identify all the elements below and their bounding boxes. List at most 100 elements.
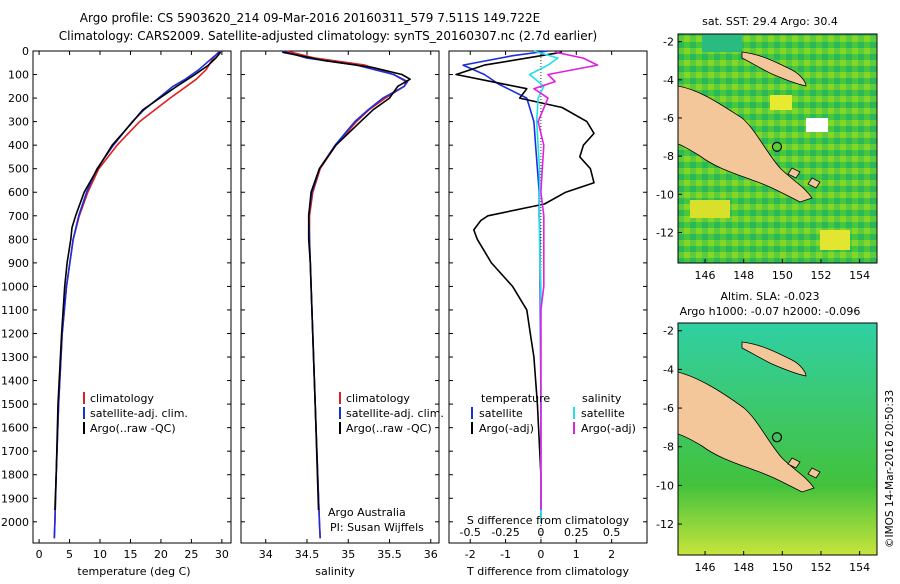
y-tick-label: 1700 (1, 445, 29, 458)
x-tick-label: -2 (465, 548, 476, 561)
x-tick-label: 0 (537, 548, 544, 561)
series-line-climatology (286, 50, 407, 539)
figure-title-line1: Argo profile: CS 5903620_214 09-Mar-2016… (80, 11, 540, 25)
map-y-tick-label: -10 (656, 479, 674, 492)
x2-tick-label: 0.5 (603, 526, 621, 539)
islands-land (787, 167, 821, 189)
map-x-tick-label: 150 (772, 269, 793, 282)
y-tick-label: 1900 (1, 492, 29, 505)
y-tick-label: 0 (22, 45, 29, 58)
sla-map: 146 148 150 152 154 -2 -4 -6 -8 -10 -12 (656, 322, 878, 574)
new-guinea-land (678, 85, 813, 203)
y-tick-label: 600 (8, 186, 29, 199)
y-tick-label: 200 (8, 92, 29, 105)
sla-map-title-line1: Altim. SLA: -0.023 (720, 290, 819, 303)
temperature-plot: 0100200300400500600700800900100011001200… (1, 45, 231, 561)
map-x-tick-label: 150 (772, 561, 793, 574)
map-y-tick-label: -12 (656, 518, 674, 531)
x-tick-label: 1 (573, 548, 580, 561)
y-tick-label: 1800 (1, 469, 29, 482)
x2-tick-label: 0.25 (564, 526, 589, 539)
map-x-tick-label: 146 (695, 561, 716, 574)
legend-title-salinity: salinity (582, 392, 622, 405)
y-tick-label: 1400 (1, 375, 29, 388)
map-y-tick-label: -8 (663, 441, 674, 454)
x-tick-label: 2 (608, 548, 615, 561)
y-tick-label: 900 (8, 257, 29, 270)
map-y-tick-label: -8 (663, 150, 674, 163)
map-y-tick-label: -6 (663, 112, 674, 125)
sst-map-ticks: 146 148 150 152 154 -2 -4 -6 -8 -10 -12 (656, 36, 870, 282)
difference-x2-title: S difference from climatology (467, 514, 630, 527)
map-y-tick-label: -10 (656, 188, 674, 201)
map-x-tick-label: 154 (849, 561, 870, 574)
x-tick-label: 35 (341, 548, 355, 561)
map-y-tick-label: -4 (663, 363, 674, 376)
sst-cool-patch (702, 34, 742, 52)
y-tick-label: 1000 (1, 280, 29, 293)
y-tick-label: 800 (8, 233, 29, 246)
x-tick-label: 25 (184, 548, 198, 561)
difference-panel-frame (448, 50, 648, 544)
sst-missing-patch (806, 118, 828, 132)
legend-label-sal-argo: Argo(-adj) (581, 422, 636, 435)
legend-label-satellite: satellite-adj. clim. (346, 407, 444, 420)
y-tick-label: 1500 (1, 398, 29, 411)
map-y-tick-label: -2 (663, 36, 674, 49)
y-tick-label: 300 (8, 116, 29, 129)
y-tick-label: 1600 (1, 422, 29, 435)
legend-label-climatology: climatology (346, 392, 410, 405)
argo-float-marker (771, 432, 783, 443)
series-line-argo-raw-qc- (54, 51, 222, 511)
map-y-tick-label: -4 (663, 74, 674, 87)
x-tick-label: 5 (66, 548, 73, 561)
figure-title-line2: Climatology: CARS2009. Satellite-adjuste… (59, 29, 597, 43)
legend-label-argo: Argo(..raw -QC) (346, 422, 432, 435)
series-line-argo-raw-qc- (282, 51, 411, 511)
series-line-salinity-argo-adj- (533, 51, 599, 510)
x-tick-label: 10 (93, 548, 107, 561)
legend-label-temp-satellite: satellite (479, 407, 523, 420)
legend-label-sal-satellite: satellite (581, 407, 625, 420)
x-tick-label: 34 (259, 548, 273, 561)
legend-title-temperature: temperature (481, 392, 550, 405)
y-tick-label: 1100 (1, 304, 29, 317)
salinity-plot: 34 34.5 35 35.5 36 (241, 50, 439, 561)
x-tick-label: 20 (154, 548, 168, 561)
salinity-axis-title: salinity (315, 565, 355, 578)
legend-label-climatology: climatology (90, 392, 154, 405)
x-tick-label: 34.5 (295, 548, 320, 561)
sst-map: 146 148 150 152 154 -2 -4 -6 -8 -10 -12 (656, 33, 878, 282)
sla-map-ticks: 146 148 150 152 154 -2 -4 -6 -8 -10 -12 (656, 325, 870, 574)
temperature-panel-frame (32, 50, 232, 544)
series-line-temperature-satellite (462, 50, 549, 522)
sst-map-frame (677, 33, 878, 264)
salinity-panel-frame (240, 50, 440, 544)
x2-tick-label: 0 (537, 526, 544, 539)
series-line-temperature-argo-adj- (455, 51, 595, 510)
temperature-axis-title: temperature (deg C) (77, 565, 190, 578)
map-y-tick-label: -6 (663, 402, 674, 415)
x-tick-label: -1 (500, 548, 511, 561)
series-line-climatology (53, 50, 221, 539)
y-tick-label: 1300 (1, 351, 29, 364)
x-tick-label: 0 (36, 548, 43, 561)
legend-label-argo: Argo(..raw -QC) (90, 422, 176, 435)
sst-warm-patch (690, 200, 730, 218)
x-tick-label: 35.5 (377, 548, 402, 561)
x-tick-label: 36 (424, 548, 438, 561)
map-x-tick-label: 152 (810, 269, 831, 282)
x-tick-label: 15 (123, 548, 137, 561)
y-tick-label: 1200 (1, 327, 29, 340)
legend-label-temp-argo: Argo(-adj) (479, 422, 534, 435)
y-tick-label: 2000 (1, 516, 29, 529)
y-tick-label: 100 (8, 69, 29, 82)
sst-map-title: sat. SST: 29.4 Argo: 30.4 (702, 15, 838, 28)
new-guinea-land (678, 371, 815, 493)
map-y-tick-label: -12 (656, 226, 674, 239)
y-tick-label: 500 (8, 163, 29, 176)
series-line-salinity-satellite (528, 50, 559, 522)
salinity-legend: climatology satellite-adj. clim. Argo(..… (339, 392, 444, 435)
legend-label-satellite: satellite-adj. clim. (90, 407, 188, 420)
